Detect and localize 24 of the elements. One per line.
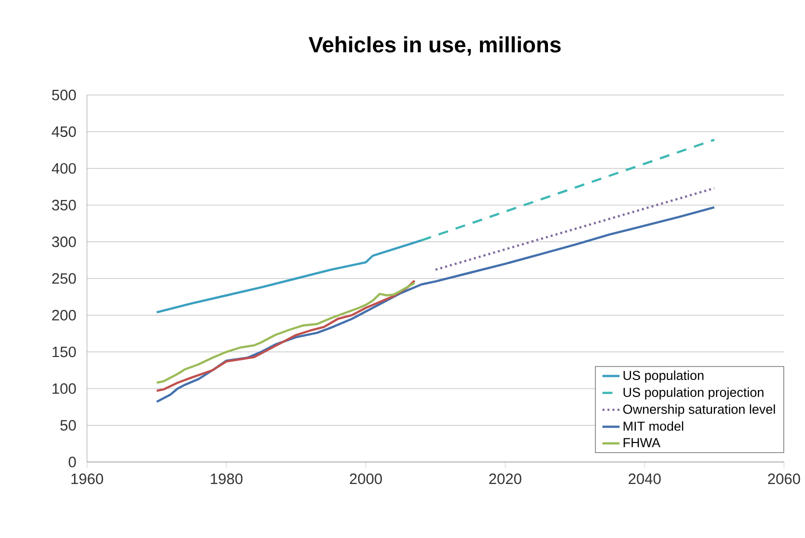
legend-label: Ownership saturation level: [623, 404, 775, 416]
x-tick-label: 2000: [350, 474, 382, 484]
line-series: [156, 239, 423, 314]
y-tick-label: 100: [52, 383, 76, 394]
x-tick-label: 1980: [210, 474, 242, 484]
x-tick-label: 2060: [768, 474, 800, 484]
y-tick-label: 400: [52, 163, 76, 174]
legend-label: MIT model: [624, 421, 684, 431]
legend-label: US population projection: [624, 387, 764, 400]
x-tick-label: 1960: [71, 474, 104, 484]
x-tick-label: 2020: [489, 474, 522, 484]
y-tick-label: 250: [52, 273, 76, 284]
legend-label: US population: [624, 370, 704, 383]
y-tick-label: 50: [60, 420, 76, 431]
legend-label: FHWA: [624, 438, 660, 448]
y-tick-label: 500: [52, 90, 76, 100]
y-tick-label: 350: [52, 200, 76, 210]
chart-title: Vehicles in use, millions: [308, 36, 561, 56]
x-tick-label: 2040: [628, 474, 661, 484]
y-tick-label: 300: [52, 236, 76, 248]
y-tick-label: 150: [52, 346, 76, 358]
y-tick-label: 450: [52, 126, 76, 137]
y-tick-label: 200: [52, 310, 76, 321]
y-tick-label: 0: [68, 456, 76, 468]
